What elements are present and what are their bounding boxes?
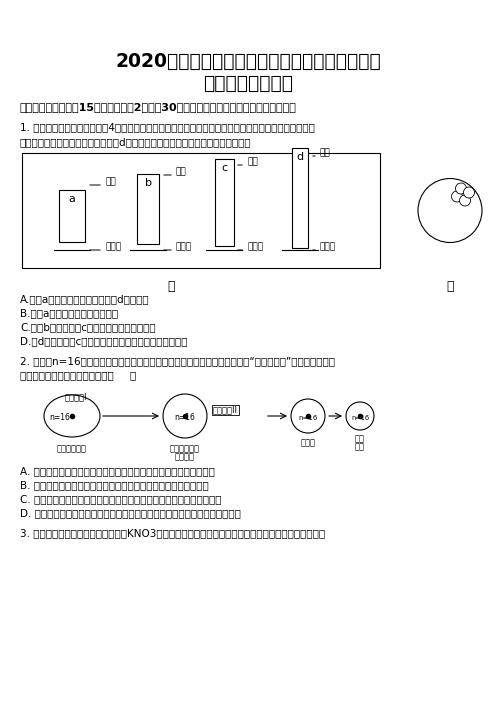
Text: n=16: n=16	[351, 415, 369, 421]
Text: 载玻片: 载玻片	[247, 242, 263, 251]
Text: 载玻片: 载玻片	[176, 242, 192, 251]
Text: 形化: 形化	[355, 442, 365, 451]
Text: 物镜: 物镜	[176, 168, 187, 176]
Circle shape	[418, 178, 482, 242]
Text: B. 雄蜂的减数第二次分裂相当于一次细胞质不均等分裂的有丝分裂: B. 雄蜂的减数第二次分裂相当于一次细胞质不均等分裂的有丝分裂	[20, 480, 209, 490]
Ellipse shape	[44, 395, 100, 437]
Text: n=16: n=16	[50, 413, 70, 423]
Bar	[292, 148, 308, 248]
Circle shape	[455, 183, 467, 194]
Text: 2. 雄蜂（n=16）在产生精子的过程中，其精母细胞进行的是一种特殊形式的“假减数分裂”，具体过程如下: 2. 雄蜂（n=16）在产生精子的过程中，其精母细胞进行的是一种特殊形式的“假减…	[20, 356, 335, 366]
Text: 一、选择题：本题內15小题，每小還2分，內30分。每小题只有一个选项符合题目要求。: 一、选择题：本题內15小题，每小還2分，內30分。每小题只有一个选项符合题目要求…	[20, 102, 297, 112]
Text: 末试卷及答案解析: 末试卷及答案解析	[203, 74, 293, 93]
Text: 载玻片: 载玻片	[105, 242, 121, 251]
Text: 物镜: 物镜	[247, 157, 258, 166]
Text: 物镜: 物镜	[320, 149, 331, 157]
Text: c: c	[221, 163, 227, 173]
Text: b: b	[144, 178, 151, 188]
Text: 初级精母细胞: 初级精母细胞	[57, 444, 87, 453]
Text: B.选用a物镜时观察到的细胞最大: B.选用a物镜时观察到的细胞最大	[20, 308, 118, 318]
Text: D. 雄蜂减数分裂过程中可能发生基因突变和染色体变异，但不会发生基因重组: D. 雄蜂减数分裂过程中可能发生基因突变和染色体变异，但不会发生基因重组	[20, 508, 241, 518]
Text: 甲: 甲	[167, 280, 175, 293]
Text: 图所示，下列相关叙述错误的是（     ）: 图所示，下列相关叙述错误的是（ ）	[20, 370, 136, 380]
Bar	[22, 153, 380, 268]
Text: 物镜: 物镜	[105, 178, 116, 187]
Circle shape	[463, 187, 475, 198]
Text: 2020年北京市西城区实验学校高三生物下学期期: 2020年北京市西城区实验学校高三生物下学期期	[115, 52, 381, 71]
Circle shape	[291, 399, 325, 433]
Text: d: d	[297, 152, 304, 162]
Text: a: a	[68, 194, 75, 204]
Text: 精子: 精子	[355, 434, 365, 443]
Circle shape	[459, 195, 471, 206]
Text: 减数分裂II: 减数分裂II	[213, 406, 238, 414]
Bar	[59, 190, 85, 242]
Text: D.由d物镜转换为c物镜观察时，应先将装片向左下方移动: D.由d物镜转换为c物镜观察时，应先将装片向左下方移动	[20, 336, 187, 346]
Text: 次级精母细胞: 次级精母细胞	[170, 444, 200, 453]
Circle shape	[451, 191, 462, 202]
Bar	[214, 159, 234, 246]
Text: A. 雄蜂减数第一次分裂过程中，细胞核均等分裂，细胞质不均等分裂: A. 雄蜂减数第一次分裂过程中，细胞核均等分裂，细胞质不均等分裂	[20, 466, 215, 476]
Circle shape	[346, 402, 374, 430]
Text: 载玻片: 载玻片	[320, 242, 336, 251]
Text: 3. 将洋葱鲞片叶表皮浸入一定浓度的KNO3溶液中，表皮细胞发生了质壁分离，一段时间后，表皮细胞的: 3. 将洋葱鲞片叶表皮浸入一定浓度的KNO3溶液中，表皮细胞发生了质壁分离，一段…	[20, 528, 325, 538]
Circle shape	[163, 394, 207, 438]
Text: 退化消失: 退化消失	[175, 452, 195, 461]
Text: 距离如图甲所示。图乙是选用图甲中d物镜时观察到的视野，下列说法错误的是（）: 距离如图甲所示。图乙是选用图甲中d物镜时观察到的视野，下列说法错误的是（）	[20, 137, 251, 147]
Text: A.选用a物镜时视野的亮度比选用d物镜时暗: A.选用a物镜时视野的亮度比选用d物镜时暗	[20, 294, 150, 304]
Bar	[137, 174, 159, 244]
Text: 乙: 乙	[446, 280, 454, 293]
Text: n=16: n=16	[175, 413, 195, 423]
Text: 减数分裂I: 减数分裂I	[65, 392, 87, 401]
Text: n=16: n=16	[298, 415, 317, 421]
Text: 精细胞: 精细胞	[301, 438, 315, 447]
Text: 1. 用显微镜的一个目镜分别与4个不同物镜组合来观察某细胞装片。当成像清晰时，每一物镜与载玻片的: 1. 用显微镜的一个目镜分别与4个不同物镜组合来观察某细胞装片。当成像清晰时，每…	[20, 122, 315, 132]
Text: C. 雄蜂的次级精母细胞分裂后期与母细胞丝分裂后期的染色体数目相等: C. 雄蜂的次级精母细胞分裂后期与母细胞丝分裂后期的染色体数目相等	[20, 494, 222, 504]
Text: C.选用b物镜比选用c物镜观察到的细胞数目少: C.选用b物镜比选用c物镜观察到的细胞数目少	[20, 322, 156, 332]
